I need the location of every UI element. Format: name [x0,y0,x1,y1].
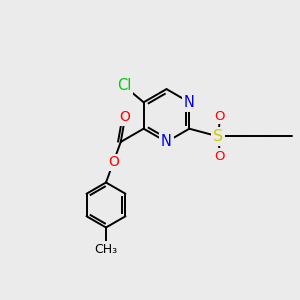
Text: S: S [213,129,224,144]
Text: O: O [108,155,119,169]
Text: Cl: Cl [117,78,131,93]
Text: N: N [184,95,195,110]
Text: N: N [161,134,172,149]
Text: O: O [214,150,225,163]
Text: O: O [214,110,225,123]
Text: O: O [119,110,130,124]
Text: CH₃: CH₃ [94,243,118,256]
